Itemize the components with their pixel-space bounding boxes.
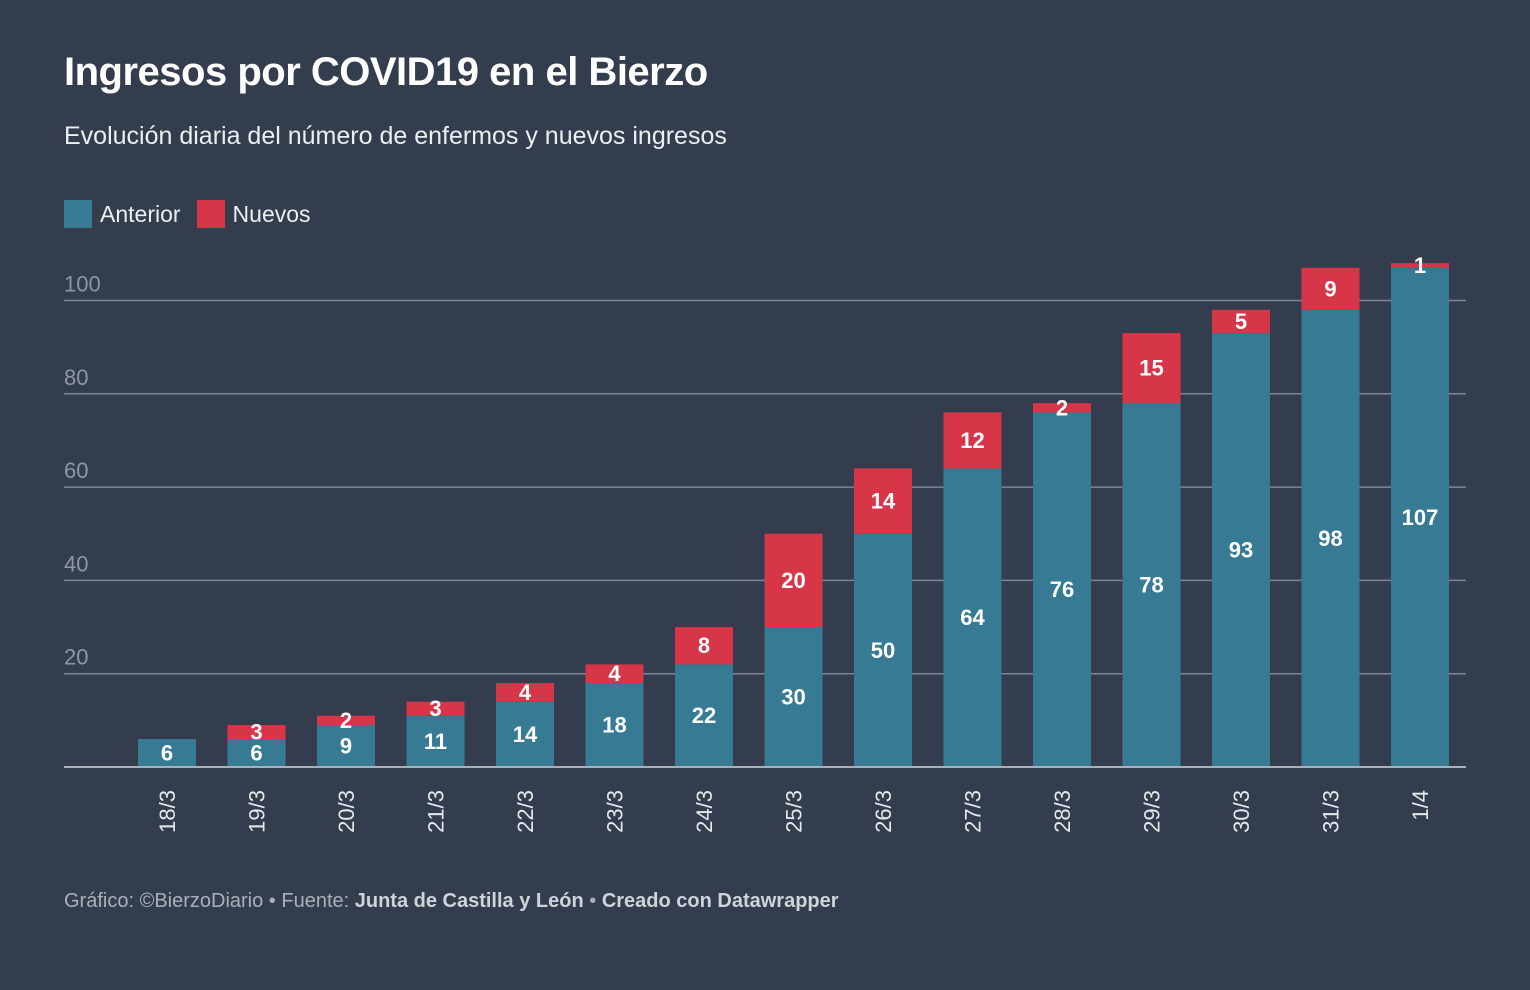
bar-anterior-30/3 bbox=[1212, 333, 1270, 767]
chart-subtitle: Evolución diaria del número de enfermos … bbox=[64, 122, 727, 150]
data-label-anterior-26/3: 50 bbox=[871, 638, 895, 663]
bar-nuevos-30/3 bbox=[1212, 309, 1270, 334]
legend-swatch-nuevos bbox=[196, 200, 225, 228]
data-label-nuevos-1/4: 1 bbox=[1414, 253, 1426, 278]
data-label-anterior-30/3: 93 bbox=[1229, 538, 1253, 563]
y-tick-label-80: 80 bbox=[64, 365, 88, 390]
x-tick-label-23/3: 23/3 bbox=[603, 790, 628, 833]
bar-nuevos-20/3 bbox=[317, 715, 375, 726]
data-label-anterior-29/3: 78 bbox=[1139, 573, 1163, 598]
x-tick-label-29/3: 29/3 bbox=[1140, 790, 1165, 833]
data-label-nuevos-20/3: 2 bbox=[340, 708, 352, 733]
data-label-nuevos-29/3: 15 bbox=[1139, 356, 1163, 381]
bar-anterior-22/3 bbox=[496, 701, 554, 767]
data-label-nuevos-19/3: 3 bbox=[250, 720, 262, 745]
data-label-anterior-18/3: 6 bbox=[161, 741, 173, 766]
y-tick-label-60: 60 bbox=[64, 458, 88, 483]
bar-anterior-23/3 bbox=[585, 683, 644, 767]
legend: Anterior Nuevos bbox=[64, 200, 327, 228]
bar-anterior-25/3 bbox=[764, 627, 823, 767]
data-label-anterior-1/4: 107 bbox=[1402, 505, 1439, 530]
bar-anterior-28/3 bbox=[1033, 412, 1091, 767]
x-tick-label-31/3: 31/3 bbox=[1319, 790, 1344, 833]
x-tick-label-26/3: 26/3 bbox=[871, 790, 896, 833]
bar-nuevos-19/3 bbox=[227, 725, 286, 740]
bar-nuevos-27/3 bbox=[943, 412, 1002, 469]
data-label-anterior-23/3: 18 bbox=[602, 713, 626, 738]
data-label-anterior-22/3: 14 bbox=[513, 722, 538, 747]
x-tick-label-30/3: 30/3 bbox=[1229, 790, 1254, 833]
bar-nuevos-1/4 bbox=[1391, 263, 1449, 268]
data-label-nuevos-21/3: 3 bbox=[429, 696, 441, 721]
legend-label-anterior: Anterior bbox=[100, 200, 181, 227]
data-label-nuevos-23/3: 4 bbox=[608, 661, 621, 686]
chart-title: Ingresos por COVID19 en el Bierzo bbox=[64, 50, 708, 94]
x-tick-label-1/4: 1/4 bbox=[1408, 790, 1433, 821]
data-label-anterior-28/3: 76 bbox=[1050, 577, 1074, 602]
bar-nuevos-22/3 bbox=[496, 683, 554, 702]
legend-swatch-anterior bbox=[64, 200, 92, 228]
x-tick-label-22/3: 22/3 bbox=[513, 790, 538, 833]
data-label-nuevos-22/3: 4 bbox=[519, 680, 532, 705]
x-tick-label-25/3: 25/3 bbox=[782, 790, 807, 833]
data-label-anterior-21/3: 11 bbox=[424, 729, 447, 754]
x-tick-label-24/3: 24/3 bbox=[692, 790, 717, 833]
data-label-anterior-31/3: 98 bbox=[1318, 526, 1342, 551]
x-tick-label-27/3: 27/3 bbox=[961, 790, 986, 833]
data-label-nuevos-28/3: 2 bbox=[1056, 395, 1068, 420]
bar-nuevos-28/3 bbox=[1033, 403, 1091, 413]
footer: Gráfico: ©BierzoDiario • Fuente: Junta d… bbox=[64, 890, 839, 913]
x-tick-label-20/3: 20/3 bbox=[334, 790, 359, 833]
bar-anterior-18/3 bbox=[138, 739, 196, 767]
bar-anterior-27/3 bbox=[943, 468, 1002, 767]
data-label-anterior-19/3: 6 bbox=[250, 741, 262, 766]
bar-nuevos-26/3 bbox=[854, 468, 912, 534]
legend-item-anterior: Anterior bbox=[64, 200, 181, 228]
x-tick-label-28/3: 28/3 bbox=[1050, 790, 1075, 833]
bar-nuevos-23/3 bbox=[585, 664, 644, 684]
data-label-nuevos-24/3: 8 bbox=[698, 633, 710, 658]
bar-anterior-24/3 bbox=[675, 664, 733, 767]
bar-nuevos-29/3 bbox=[1122, 333, 1181, 404]
data-label-anterior-25/3: 30 bbox=[781, 685, 805, 710]
data-label-nuevos-31/3: 9 bbox=[1324, 276, 1336, 301]
y-tick-label-100: 100 bbox=[64, 272, 101, 297]
bar-anterior-31/3 bbox=[1301, 309, 1360, 767]
data-label-nuevos-27/3: 12 bbox=[960, 428, 984, 453]
bar-nuevos-24/3 bbox=[675, 627, 733, 665]
data-label-nuevos-25/3: 20 bbox=[781, 568, 805, 593]
data-label-anterior-24/3: 22 bbox=[692, 703, 716, 728]
x-tick-label-21/3: 21/3 bbox=[424, 790, 449, 833]
bar-anterior-1/4 bbox=[1391, 267, 1449, 767]
bar-nuevos-31/3 bbox=[1301, 267, 1360, 310]
bar-anterior-29/3 bbox=[1122, 403, 1181, 767]
bar-anterior-19/3 bbox=[227, 739, 286, 767]
y-tick-label-40: 40 bbox=[64, 551, 88, 576]
y-tick-label-20: 20 bbox=[64, 645, 88, 670]
bar-nuevos-25/3 bbox=[764, 533, 823, 628]
bar-anterior-20/3 bbox=[317, 725, 375, 767]
x-tick-label-18/3: 18/3 bbox=[155, 790, 180, 833]
bar-nuevos-21/3 bbox=[406, 701, 465, 716]
data-label-anterior-20/3: 9 bbox=[340, 734, 352, 759]
data-label-anterior-27/3: 64 bbox=[960, 605, 985, 630]
legend-label-nuevos: Nuevos bbox=[232, 200, 311, 227]
footer-credit: Creado con Datawrapper bbox=[601, 890, 839, 912]
x-tick-label-19/3: 19/3 bbox=[245, 790, 270, 833]
data-label-nuevos-30/3: 5 bbox=[1235, 309, 1247, 334]
bar-anterior-21/3 bbox=[406, 715, 465, 767]
footer-separator: • bbox=[583, 890, 602, 912]
footer-prefix: Gráfico: ©BierzoDiario • Fuente: bbox=[64, 890, 355, 912]
bar-anterior-26/3 bbox=[854, 533, 912, 767]
legend-item-nuevos: Nuevos bbox=[196, 200, 311, 228]
data-label-nuevos-26/3: 14 bbox=[871, 489, 896, 514]
footer-source: Junta de Castilla y León bbox=[354, 890, 584, 912]
